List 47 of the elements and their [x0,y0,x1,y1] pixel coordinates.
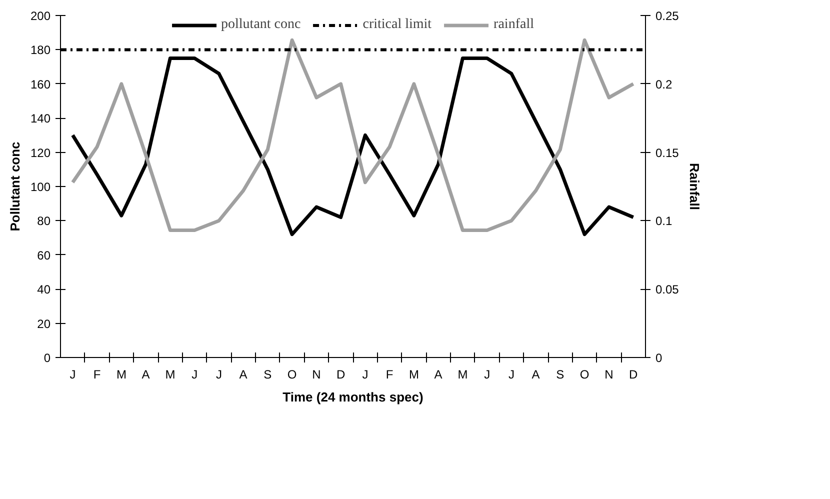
x-tick-label: N [312,368,321,382]
x-tick-label: F [93,368,101,382]
y2-tick-label: 0.25 [656,9,680,23]
y2-tick-label: 0 [656,351,662,365]
x-tick-label: N [604,368,614,382]
x-tick-label: A [142,368,150,382]
x-tick-label: J [508,368,514,382]
legend-label: critical limit [362,17,432,33]
y-tick-label: 180 [30,43,51,58]
x-tick-label: M [458,368,468,382]
x-tick-label: M [165,368,176,382]
y-tick-label: 100 [30,180,51,194]
x-tick-label: O [287,368,297,382]
x-tick-label: J [484,368,490,382]
x-tick-label: J [362,368,368,382]
x-tick-label: A [239,368,248,382]
y2-axis-title: Rainfall [686,163,702,210]
x-tick-label: F [386,368,394,382]
legend-label: pollutant conc [221,17,301,33]
y2-tick-label: 0.1 [656,214,673,228]
x-tick-label: J [192,368,198,382]
y-axis-title: Pollutant conc [7,142,22,232]
y-tick-label: 20 [37,316,51,331]
x-tick-label: M [116,368,126,382]
y-tick-label: 200 [30,9,51,23]
x-tick-label: S [264,368,272,382]
x-tick-label: M [408,368,419,382]
y-tick-label: 120 [30,146,51,160]
y-tick-label: 160 [30,77,51,92]
x-tick-label: D [336,368,346,382]
y-tick-label: 60 [37,248,51,262]
y-tick-label: 80 [37,214,51,228]
y2-tick-label: 0.2 [656,77,673,92]
x-tick-label: O [580,368,590,382]
y2-tick-label: 0.05 [656,282,680,297]
legend-label: rainfall [494,17,534,33]
x-tick-label: D [628,368,638,382]
y2-tick-label: 0.15 [656,146,680,160]
x-axis-title: Time (24 months spec) [282,390,424,404]
x-tick-label: J [216,368,222,382]
x-tick-label: J [70,368,76,382]
x-tick-label: A [434,368,442,382]
y-tick-label: 140 [30,112,51,126]
y-tick-label: 0 [44,351,51,365]
x-tick-label: A [532,368,540,382]
y-tick-label: 40 [37,282,51,297]
x-tick-label: S [556,368,564,382]
